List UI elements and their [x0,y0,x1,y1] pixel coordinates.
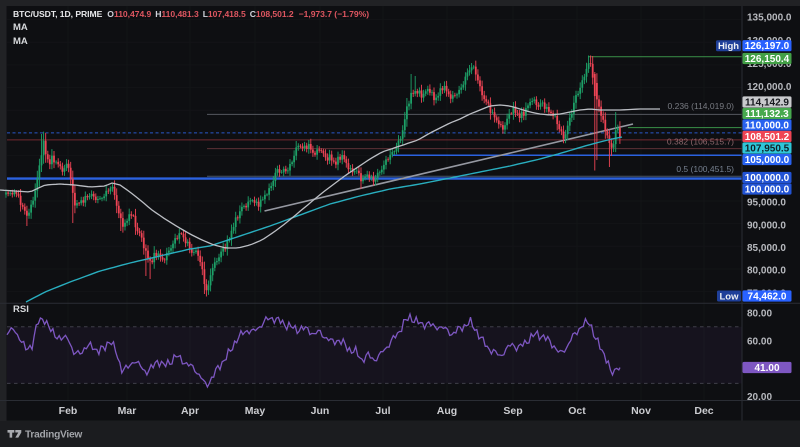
svg-text:100,000.0: 100,000.0 [745,185,790,196]
svg-text:90,000.0: 90,000.0 [747,220,786,231]
svg-text:Oct: Oct [568,405,586,417]
svg-text:TradingView: TradingView [25,429,82,440]
svg-text:114,142.9: 114,142.9 [745,98,789,109]
svg-text:Apr: Apr [181,405,199,417]
svg-text:RSI: RSI [13,304,29,315]
svg-text:MA: MA [13,22,28,33]
svg-text:Aug: Aug [437,405,457,417]
svg-text:80.00: 80.00 [747,309,772,320]
svg-text:125,000.0: 125,000.0 [747,59,792,70]
svg-text:110,000.0: 110,000.0 [745,121,789,132]
svg-text:135,000.0: 135,000.0 [747,13,792,24]
svg-text:126,197.0: 126,197.0 [745,41,790,52]
svg-text:Dec: Dec [694,405,713,417]
svg-text:High: High [718,41,739,52]
svg-text:20.00: 20.00 [747,392,772,403]
svg-text:Jun: Jun [311,405,330,417]
svg-text:100,000.0: 100,000.0 [745,173,790,184]
svg-text:74,462.0: 74,462.0 [748,292,787,303]
svg-text:MA: MA [13,36,28,47]
svg-text:111,132.3: 111,132.3 [745,109,789,120]
svg-text:May: May [245,405,266,417]
svg-text:0.236 (114,019.0): 0.236 (114,019.0) [668,101,735,111]
svg-text:41.00: 41.00 [754,363,779,374]
svg-text:120,000.0: 120,000.0 [747,82,792,93]
svg-text:Jul: Jul [375,405,390,417]
svg-text:60.00: 60.00 [747,337,772,348]
svg-text:0.382 (106,515.7): 0.382 (106,515.7) [667,136,734,146]
svg-text:Mar: Mar [118,405,137,417]
svg-text:105,000.0: 105,000.0 [745,155,790,166]
svg-text:95,000.0: 95,000.0 [747,197,786,208]
svg-text:Feb: Feb [59,405,78,417]
svg-text:Sep: Sep [503,405,522,417]
svg-text:Nov: Nov [631,405,651,417]
svg-text:80,000.0: 80,000.0 [747,266,786,277]
svg-text:108,501.2: 108,501.2 [745,132,790,143]
svg-text:107,950.5: 107,950.5 [745,144,790,155]
svg-text:0.5 (100,451.5): 0.5 (100,451.5) [676,164,734,174]
svg-text:85,000.0: 85,000.0 [747,243,786,254]
svg-text:126,150.4: 126,150.4 [745,54,790,65]
svg-text:Low: Low [720,291,740,302]
